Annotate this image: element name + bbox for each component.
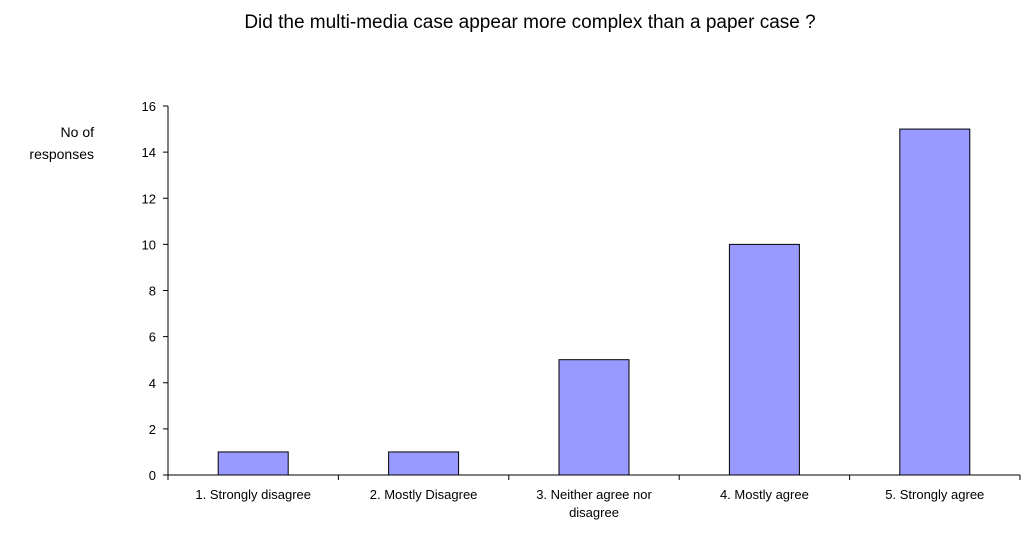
y-tick-label: 6 bbox=[149, 330, 156, 345]
x-tick-label: 4. Mostly agree bbox=[720, 487, 809, 502]
bar bbox=[388, 451, 460, 476]
y-tick-label: 4 bbox=[149, 376, 156, 391]
y-axis-label: No of responses bbox=[29, 124, 94, 162]
chart-title: Did the multi-media case appear more com… bbox=[244, 12, 816, 33]
y-tick-label: 12 bbox=[142, 191, 156, 206]
bar bbox=[899, 128, 971, 476]
y-tick-label: 8 bbox=[149, 284, 156, 299]
x-tick-label: 5. Strongly agree bbox=[885, 487, 984, 502]
x-ticks: 1. Strongly disagree 2. Mostly Disagree 3.… bbox=[167, 475, 1021, 520]
bar bbox=[558, 359, 630, 476]
y-ticks: 0 2 4 6 8 10 12 14 16 bbox=[142, 99, 168, 483]
y-tick-label: 16 bbox=[142, 99, 156, 114]
x-tick-label: 1. Strongly disagree bbox=[195, 487, 311, 502]
bar bbox=[728, 243, 800, 476]
x-tick-label: 3. Neither agree nor disagree bbox=[536, 487, 652, 520]
y-tick-label: 14 bbox=[142, 145, 156, 160]
bars bbox=[217, 128, 971, 476]
y-tick-label: 2 bbox=[149, 422, 156, 437]
bar bbox=[217, 451, 289, 476]
y-tick-label: 10 bbox=[142, 237, 156, 252]
y-tick-label: 0 bbox=[149, 468, 156, 483]
x-tick-label: 2. Mostly Disagree bbox=[370, 487, 478, 502]
